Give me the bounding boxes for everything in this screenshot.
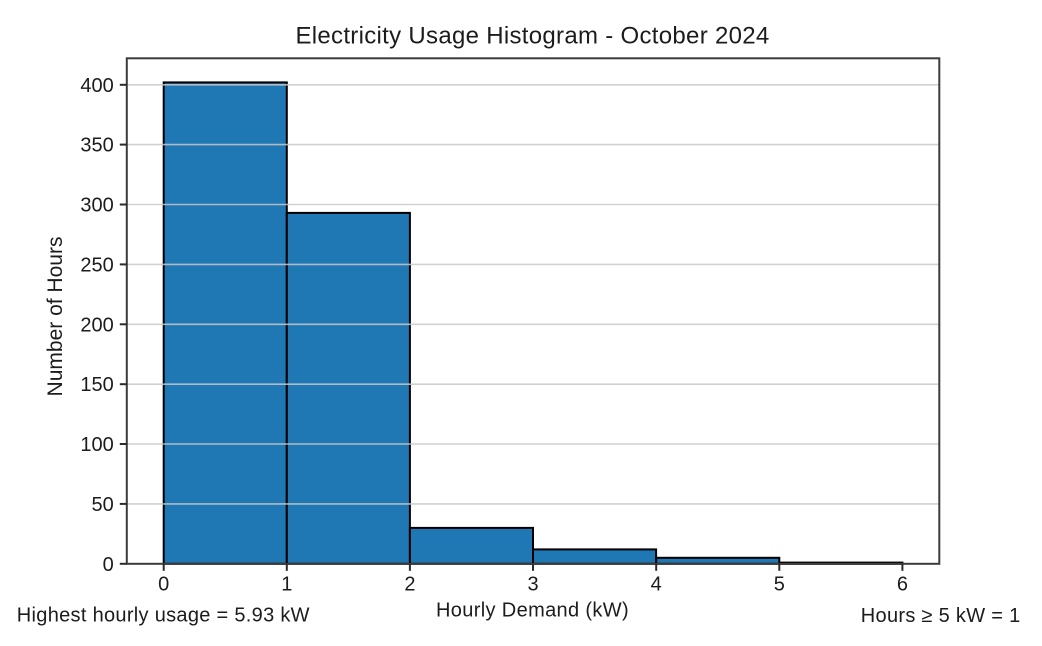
svg-text:2: 2 bbox=[404, 574, 415, 596]
svg-text:350: 350 bbox=[80, 135, 113, 157]
svg-text:250: 250 bbox=[80, 254, 113, 276]
svg-text:3: 3 bbox=[527, 574, 538, 596]
svg-text:Hours ≥ 5 kW = 1: Hours ≥ 5 kW = 1 bbox=[861, 605, 1021, 627]
svg-text:300: 300 bbox=[80, 195, 113, 217]
svg-text:0: 0 bbox=[158, 574, 169, 596]
svg-text:400: 400 bbox=[80, 75, 113, 97]
svg-text:150: 150 bbox=[80, 374, 113, 396]
svg-text:6: 6 bbox=[897, 574, 908, 596]
svg-text:0: 0 bbox=[103, 554, 114, 576]
svg-text:4: 4 bbox=[651, 574, 662, 596]
svg-text:100: 100 bbox=[80, 434, 113, 456]
svg-text:Highest hourly usage = 5.93 kW: Highest hourly usage = 5.93 kW bbox=[17, 605, 310, 627]
svg-text:Hourly Demand (kW): Hourly Demand (kW) bbox=[436, 600, 629, 622]
svg-text:Electricity Usage Histogram -: Electricity Usage Histogram - October 20… bbox=[295, 23, 769, 50]
svg-text:200: 200 bbox=[80, 314, 113, 336]
svg-text:5: 5 bbox=[774, 574, 785, 596]
svg-text:Number of Hours: Number of Hours bbox=[44, 237, 67, 397]
svg-text:50: 50 bbox=[92, 494, 114, 516]
svg-text:1: 1 bbox=[281, 574, 292, 596]
